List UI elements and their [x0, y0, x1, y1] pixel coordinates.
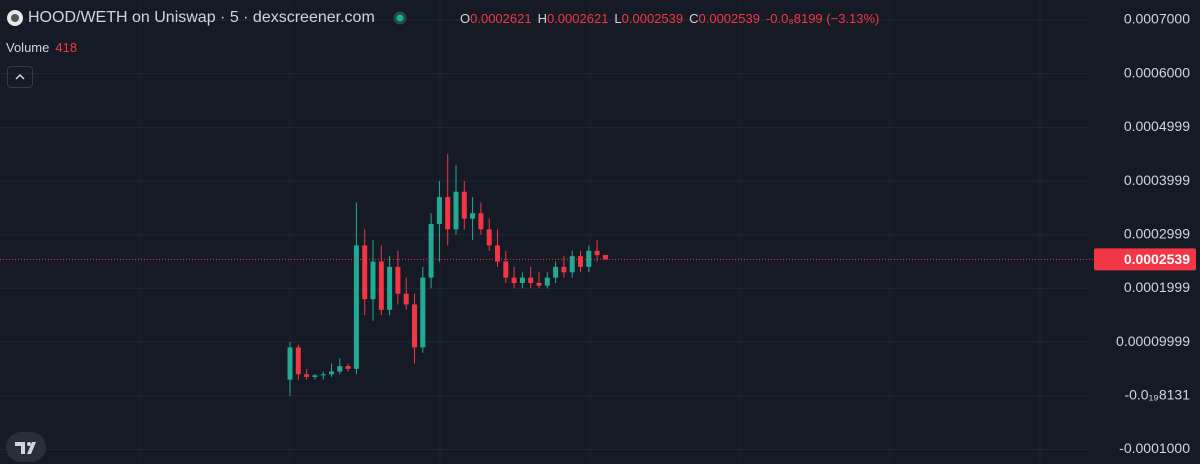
tv-logo[interactable]: [6, 432, 46, 462]
y-tick-label: 0.0006000: [1124, 64, 1190, 80]
candle-body: [428, 223, 434, 278]
caret-icon: [15, 73, 25, 80]
candle-body: [602, 255, 608, 260]
change: -0.0₈8199 (−3.13%): [765, 11, 880, 26]
y-tick-label: 0.0001999: [1124, 279, 1190, 295]
candle-body: [519, 277, 525, 283]
candle-body: [312, 375, 318, 377]
candle-body: [461, 191, 467, 219]
candle-body: [395, 266, 401, 294]
candle-body: [320, 374, 326, 376]
candle-body: [586, 250, 592, 267]
candle-body: [353, 245, 359, 369]
candle-body: [470, 213, 476, 219]
candle-body: [495, 245, 500, 262]
readout-value: 0.0002539: [621, 11, 684, 26]
candle-body: [486, 229, 492, 246]
candle-body: [295, 347, 301, 375]
tv-icon: [15, 442, 36, 454]
candle-body: [304, 374, 310, 377]
candle-body: [436, 197, 442, 224]
chart-title: HOOD/WETH on Uniswap · 5 · dexscreener.c…: [28, 9, 375, 26]
candle-body: [561, 266, 567, 273]
readout-value: 0.0002539: [698, 11, 760, 26]
volume-label: Volume: [6, 40, 50, 55]
candle-body: [544, 277, 550, 286]
y-tick-label: 0.0003999: [1124, 172, 1190, 188]
candle-body: [445, 197, 451, 230]
y-tick-label: -0.0001000: [1119, 440, 1190, 456]
header: HOOD/WETH on Uniswap · 5 · dexscreener.c…: [6, 9, 407, 27]
candle-body: [528, 277, 534, 283]
ohlc-readout: O0.0002621 H0.0002621 L0.0002539 C0.0002539…: [460, 11, 885, 26]
candle-body: [387, 266, 393, 310]
volume-readout: Volume 418: [6, 40, 77, 55]
candle-body: [453, 191, 459, 230]
candle-body: [594, 250, 600, 256]
candle-body: [412, 304, 417, 348]
collapse-button[interactable]: [7, 66, 33, 88]
y-tick-label: 0.0002999: [1124, 225, 1190, 241]
candle-body: [536, 282, 542, 286]
candle-body: [345, 366, 351, 369]
readout-label: O: [460, 11, 471, 26]
candle-body: [569, 256, 575, 273]
readout-value: 0.0002621: [546, 11, 609, 26]
y-tick-label: 0.0004999: [1124, 118, 1190, 134]
token-logo: [7, 10, 23, 26]
candle-body: [329, 371, 334, 375]
readout-label: C: [689, 11, 699, 26]
readout-value: 0.0002621: [470, 11, 532, 26]
candle-body: [511, 277, 517, 283]
last-price-box: [1094, 248, 1196, 271]
candle-body: [420, 277, 426, 348]
candle-body: [378, 261, 384, 310]
candle-body: [403, 293, 409, 305]
last-price-label: 0.0002539: [1124, 251, 1190, 267]
candle-body: [362, 245, 368, 300]
candle-body: [553, 266, 559, 278]
candle-body: [337, 366, 343, 372]
y-tick-label: 0.00009999: [1116, 333, 1190, 349]
candle-body: [578, 256, 583, 267]
candle-body: [478, 213, 484, 230]
candle-body: [503, 261, 509, 278]
y-tick-label: 0.0007000: [1124, 11, 1190, 27]
y-tick-label: -0.0₁₉8131: [1124, 386, 1190, 402]
candle-body: [370, 261, 376, 300]
readout-label: H: [537, 11, 547, 26]
volume-value: 418: [55, 40, 78, 55]
status-dot: [393, 11, 407, 25]
candle-body: [287, 347, 293, 380]
readout-label: L: [614, 11, 622, 26]
